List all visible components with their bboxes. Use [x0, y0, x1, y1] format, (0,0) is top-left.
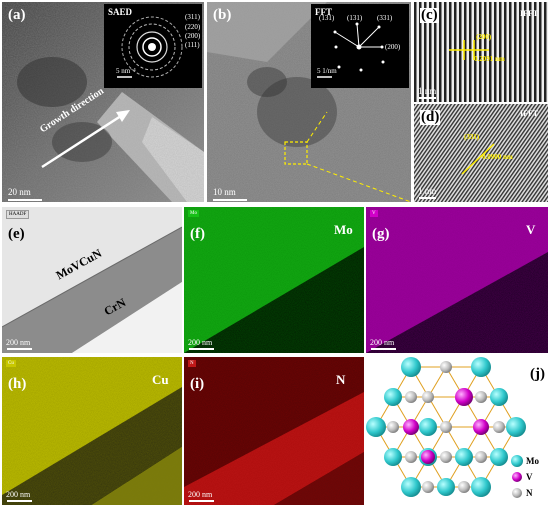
panel-b-label: (b) [213, 7, 232, 23]
panel-f-mo-map: Mo (f) Mo 200 nm [184, 207, 364, 353]
panel-g-label: (g) [372, 226, 390, 242]
panel-i-tag: N [188, 360, 196, 367]
panel-h-graphic [2, 357, 182, 505]
legend-v-label: V [526, 472, 533, 482]
fft-scale: 5 1/nm [317, 67, 337, 75]
panel-e-label: (e) [8, 226, 25, 242]
panel-d-scale: 1 nm [418, 186, 437, 196]
panel-a-label: (a) [8, 7, 26, 23]
saed-title: SAED [108, 7, 133, 17]
spot-label: (131) [347, 14, 363, 22]
spot-label: (200) [385, 43, 401, 51]
panel-f-label: (f) [190, 226, 205, 242]
ring-label: (220) [185, 23, 201, 31]
panel-e-graphic [2, 207, 182, 353]
ring-label: (311) [185, 13, 200, 21]
panel-h-element: Cu [152, 372, 169, 387]
panel-h-tag: Cu [6, 360, 16, 367]
panel-a-scale: 20 nm [8, 187, 31, 197]
saed-scale: 5 nm⁻¹ [116, 67, 136, 75]
panel-a-graphic [2, 2, 204, 202]
legend-markers [511, 455, 523, 498]
panel-c-ifft-image: (c) IFFT (200) 0.2091 nm 1 nm [414, 2, 548, 102]
panel-h-scale: 200 nm [6, 490, 31, 499]
spot-label: (331) [377, 14, 393, 22]
panel-h-label: (h) [8, 376, 27, 392]
panel-f-graphic [184, 207, 364, 353]
panel-i-n-map: N (i) N 200 nm [184, 357, 364, 505]
panel-c-plane: (200) [476, 33, 492, 41]
panel-c-label: (c) [420, 7, 439, 23]
panel-c-title: IFFT [520, 9, 539, 18]
panel-g-element: V [526, 222, 536, 237]
n-atoms [387, 361, 505, 493]
panel-j-crystal-model: (j) Mo V N [366, 357, 548, 505]
panel-d-ifft-image: (d) IFFT (331) 0.0900 nm 1 nm [414, 104, 548, 202]
fft-title: FFT [315, 7, 332, 17]
legend-mo-label: Mo [526, 456, 539, 466]
panel-g-tag: V [370, 210, 378, 217]
panel-f-scale: 200 nm [188, 338, 213, 347]
panel-i-graphic [184, 357, 364, 505]
panel-d-label: (d) [420, 109, 441, 125]
panel-d-title: IFFT [520, 109, 539, 118]
panel-b-scale: 10 nm [213, 187, 236, 197]
spot-label: (131) [319, 14, 335, 22]
panel-c-dspacing: 0.2091 nm [474, 55, 505, 63]
panel-e-haadf-image: HAADF (e) MoVCuN CrN 200 nm [2, 207, 182, 353]
panel-f-tag: Mo [188, 210, 199, 217]
panel-g-scale: 200 nm [370, 338, 395, 347]
panel-b-graphic [207, 2, 411, 202]
panel-e-tag: HAADF [6, 210, 30, 219]
panel-h-cu-map: Cu (h) Cu 200 nm [2, 357, 182, 505]
v-atoms [403, 388, 489, 464]
panel-j-label: (j) [530, 366, 545, 382]
panel-i-scale: 200 nm [188, 490, 213, 499]
panel-i-element: N [336, 372, 346, 387]
panel-d-plane: (331) [464, 133, 480, 141]
mo-atoms [366, 357, 526, 497]
panel-f-element: Mo [334, 222, 353, 237]
panel-g-graphic [366, 207, 548, 353]
panel-g-v-map: V (g) V 200 nm [366, 207, 548, 353]
legend-n-label: N [526, 488, 533, 498]
ring-label: (200) [185, 32, 201, 40]
panel-a-tem-image: (a) SAED (311) (220) (200) (111) 5 nm⁻¹ … [2, 2, 204, 202]
panel-c-scale: 1 nm [418, 86, 437, 96]
panel-b-hrtem-image: (b) FFT (131) (131) (331) (200) 5 1/nm 1… [207, 2, 411, 202]
panel-i-label: (i) [190, 376, 205, 392]
ring-label: (111) [185, 41, 200, 49]
panel-d-dspacing: 0.0900 nm [482, 153, 513, 161]
crystal-lattice [366, 357, 526, 498]
panel-e-scale: 200 nm [6, 338, 31, 347]
